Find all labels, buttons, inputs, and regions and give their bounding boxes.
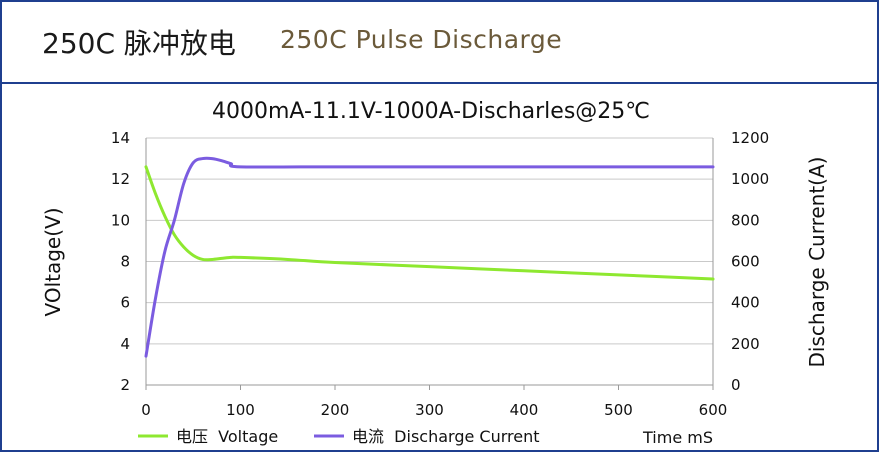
header-bar: 250C 脉冲放电 250C Pulse Discharge — [0, 0, 879, 84]
y-left-tick-label: 6 — [120, 294, 130, 312]
y-left-tick-label: 12 — [111, 170, 130, 188]
x-tick-label: 500 — [604, 401, 633, 419]
y-left-tick-label: 8 — [120, 253, 130, 271]
series-lines — [144, 156, 715, 358]
voltage-line — [144, 165, 715, 281]
y-axis-right-label: Discharge Current(A) — [805, 157, 829, 368]
legend: 电压 Voltage 电流 Discharge Current — [138, 427, 540, 446]
legend-label-current: 电流 Discharge Current — [352, 427, 540, 446]
y-left-tick-label: 4 — [120, 335, 130, 353]
y-left-tick-label: 10 — [111, 211, 130, 229]
y-right-tick-label: 800 — [731, 211, 760, 229]
y-right-tick-label: 0 — [731, 376, 741, 394]
x-axis-label: Time mS — [642, 428, 713, 447]
y-axis-left-label: VOltage(V) — [41, 207, 65, 316]
header-title-en: 250C Pulse Discharge — [280, 25, 563, 54]
header-title-cn: 250C 脉冲放电 — [42, 27, 236, 60]
chart-title: 4000mA-11.1V-1000A-Discharles@25℃ — [212, 99, 650, 124]
axes — [145, 138, 714, 390]
y-right-tick-label: 1200 — [731, 129, 769, 147]
y-left-tick-label: 2 — [120, 376, 130, 394]
legend-label-voltage: 电压 Voltage — [176, 427, 278, 446]
x-tick-label: 600 — [699, 401, 728, 419]
y-right-tick-label: 600 — [731, 253, 760, 271]
x-tick-label: 100 — [226, 401, 255, 419]
tick-labels: 2 4 6 8 10 12 14 0 200 400 600 800 1000 1200 0 100 200 30… — [111, 129, 769, 419]
x-tick-label: 300 — [415, 401, 444, 419]
y-right-tick-label: 400 — [731, 294, 760, 312]
y-right-tick-label: 1000 — [731, 170, 769, 188]
y-left-tick-label: 14 — [111, 129, 130, 147]
x-tick-label: 0 — [141, 401, 151, 419]
grid-lines — [146, 137, 713, 345]
x-tick-label: 200 — [321, 401, 350, 419]
current-line — [144, 156, 715, 358]
x-tick-label: 400 — [510, 401, 539, 419]
y-right-tick-label: 200 — [731, 335, 760, 353]
